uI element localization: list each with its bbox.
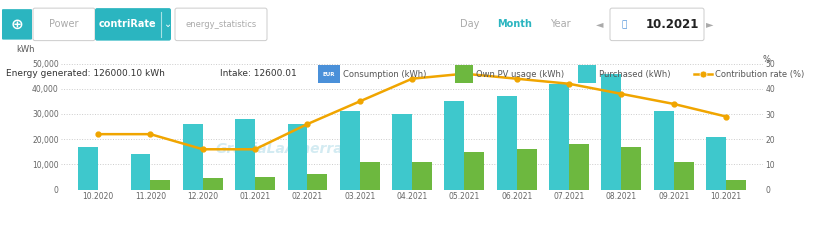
Bar xyxy=(150,180,170,190)
Bar xyxy=(235,119,255,190)
Bar xyxy=(444,101,464,190)
Bar xyxy=(516,149,536,190)
Text: Intake: 12600.01: Intake: 12600.01 xyxy=(219,69,296,78)
Text: 10.2021: 10.2021 xyxy=(645,18,698,31)
Text: kWh: kWh xyxy=(16,44,34,54)
Bar xyxy=(78,147,98,190)
Text: Own PV usage (kWh): Own PV usage (kWh) xyxy=(475,70,563,79)
Bar xyxy=(621,147,640,190)
Bar xyxy=(705,137,725,190)
Bar xyxy=(360,162,379,190)
Text: %: % xyxy=(762,55,770,64)
Text: Year: Year xyxy=(549,19,570,29)
FancyBboxPatch shape xyxy=(609,8,704,41)
Bar xyxy=(673,162,693,190)
Text: ⊕: ⊕ xyxy=(11,17,24,32)
Bar xyxy=(391,114,411,190)
Bar xyxy=(130,154,150,190)
Bar xyxy=(307,174,327,190)
Text: ►: ► xyxy=(705,19,713,29)
Text: Consumption (kWh): Consumption (kWh) xyxy=(342,70,426,79)
FancyBboxPatch shape xyxy=(577,65,595,83)
Bar xyxy=(255,177,274,190)
FancyBboxPatch shape xyxy=(174,8,267,41)
Bar xyxy=(464,152,484,190)
Text: GranjaLaAmerrata: GranjaLaAmerrata xyxy=(215,142,359,156)
Text: 📅: 📅 xyxy=(622,20,627,29)
Text: Contribution rate (%): Contribution rate (%) xyxy=(714,70,803,79)
Bar xyxy=(202,178,223,190)
Text: Purchased (kWh): Purchased (kWh) xyxy=(598,70,670,79)
FancyBboxPatch shape xyxy=(318,65,340,83)
FancyBboxPatch shape xyxy=(455,65,473,83)
Text: contriRate: contriRate xyxy=(98,19,156,29)
Text: Month: Month xyxy=(497,19,532,29)
Text: Energy generated: 126000.10 kWh: Energy generated: 126000.10 kWh xyxy=(6,69,165,78)
Text: EUR: EUR xyxy=(323,72,335,77)
FancyBboxPatch shape xyxy=(2,9,32,40)
Bar xyxy=(568,144,588,190)
Bar xyxy=(653,111,673,190)
Bar xyxy=(725,180,745,190)
FancyBboxPatch shape xyxy=(33,8,95,41)
Text: energy_statistics: energy_statistics xyxy=(185,20,256,29)
FancyBboxPatch shape xyxy=(95,8,171,41)
Bar xyxy=(549,84,568,190)
Text: Power: Power xyxy=(49,19,79,29)
Bar xyxy=(600,74,621,190)
Bar xyxy=(287,124,307,190)
Bar xyxy=(183,124,202,190)
Text: Day: Day xyxy=(459,19,479,29)
Bar xyxy=(339,111,360,190)
Bar xyxy=(496,96,516,190)
Text: ⌄: ⌄ xyxy=(164,19,172,29)
Text: ◄: ◄ xyxy=(595,19,603,29)
Bar xyxy=(412,162,432,190)
